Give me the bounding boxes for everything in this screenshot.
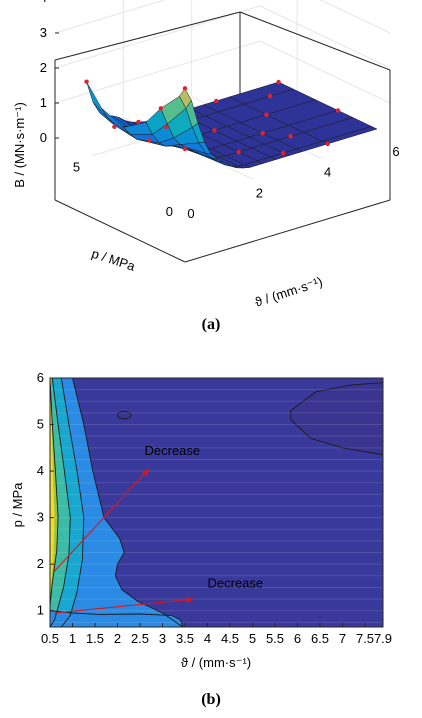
x-tick-label: 5 — [249, 631, 256, 646]
axis-ticks — [49, 377, 384, 627]
grid-line — [54, 40, 261, 104]
x-tick-label: 7.5 — [356, 631, 374, 646]
contour-island — [117, 411, 132, 420]
x-tick-label: 4 — [204, 631, 211, 646]
x-axis-label: ϑ / (mm·s⁻¹) — [253, 274, 324, 310]
x-tick-label: 7 — [339, 631, 346, 646]
z-tick-label: 0 — [40, 130, 47, 145]
axis-ticks — [55, 32, 59, 139]
y-axis-label: p / MPa — [10, 482, 25, 528]
contour-band — [50, 378, 55, 602]
y-axis-label: p / MPa — [90, 246, 138, 274]
y-tick-label: 5 — [73, 160, 80, 175]
grid-line — [319, 0, 391, 34]
y-tick-label: 5 — [37, 417, 44, 432]
data-point — [84, 79, 89, 84]
x-tick-label: 1 — [69, 631, 76, 646]
data-point — [267, 94, 273, 99]
data-point — [260, 130, 265, 136]
x-tick-label: 2 — [256, 185, 263, 200]
x-axis-label: ϑ / (mm·s⁻¹) — [181, 655, 251, 670]
data-point — [136, 119, 141, 125]
x-tick-label: 5.5 — [266, 631, 284, 646]
x-tick-label: 4.5 — [221, 631, 239, 646]
y-tick-label: 6 — [37, 370, 44, 385]
panel-b-label: (b) — [201, 691, 221, 708]
data-point — [325, 141, 330, 147]
y-tick-label: 2 — [37, 556, 44, 571]
panel-a-label: (a) — [202, 316, 221, 333]
x-tick-label: 0 — [187, 206, 194, 221]
plot-box-edges — [54, 11, 391, 263]
plot-frame — [49, 377, 384, 628]
x-tick-label: 3 — [159, 631, 166, 646]
x-tick-label: 7.9 — [374, 631, 392, 646]
contour-band — [50, 378, 183, 627]
data-point — [214, 98, 219, 104]
annotation-arrow — [54, 598, 195, 614]
x-tick-label: 1.5 — [86, 631, 104, 646]
z-tick-label: 2 — [40, 60, 47, 75]
data-point — [236, 149, 241, 155]
contour-line — [50, 378, 71, 627]
surface-mesh — [86, 81, 378, 169]
contour-line — [50, 610, 184, 627]
z-tick-label: 4 — [40, 0, 47, 5]
contour-line — [72, 378, 184, 627]
y-tick-label: 4 — [37, 463, 44, 478]
data-point — [276, 79, 281, 85]
data-point — [182, 86, 188, 91]
y-tick-label: 0 — [166, 204, 173, 219]
x-tick-label: 6.5 — [311, 631, 329, 646]
x-tick-label: 2.5 — [131, 631, 149, 646]
surface-plot: 0 1 2 3 4 0 5 0 2 4 6 B / (MN·s·m⁻¹) p / MPa ϑ / (… — [12, 0, 400, 333]
annotation-label: Decrease — [145, 443, 201, 458]
contour-plot: Decrease Decrease 0.5 1 1.5 2 2.5 3 3.5 4 4.5 5 5.5… — [10, 370, 392, 708]
tick-labels: 0 1 2 3 4 0 5 0 2 4 6 — [40, 0, 400, 221]
z-axis-label: B / (MN·s·m⁻¹) — [12, 102, 27, 188]
grid-line — [54, 5, 261, 69]
data-point — [264, 112, 269, 117]
annotation-arrowhead — [186, 596, 194, 603]
data-point — [112, 124, 117, 130]
contour-island — [290, 382, 383, 456]
annotation-arrow — [54, 468, 150, 572]
tick-labels: 0.5 1 1.5 2 2.5 3 3.5 4 4.5 5 5.5 6 6.5 7 7.5 7.9 1 2 3 4 5 6 — [37, 370, 392, 646]
x-tick-label: 6 — [294, 631, 301, 646]
z-tick-label: 3 — [40, 25, 47, 40]
data-point — [281, 150, 286, 156]
annotation-label: Decrease — [208, 575, 264, 590]
data-point — [158, 106, 164, 111]
data-point — [288, 134, 293, 139]
measured-points — [84, 79, 341, 156]
data-point — [212, 128, 217, 133]
annotation-arrows: Decrease Decrease — [54, 443, 264, 614]
grid-lines — [50, 389, 383, 623]
contour-fills — [50, 378, 383, 627]
data-point — [335, 108, 341, 113]
grid-line — [259, 40, 391, 104]
y-tick-label: 3 — [37, 510, 44, 525]
grid-line — [54, 0, 166, 34]
y-tick-label: 1 — [37, 603, 44, 618]
x-tick-label: 2 — [114, 631, 121, 646]
data-point — [182, 146, 188, 152]
grid-line — [259, 5, 391, 69]
data-point — [164, 124, 169, 130]
surface-patch — [179, 87, 192, 109]
x-tick-label: 3.5 — [176, 631, 194, 646]
x-tick-label: 4 — [324, 165, 331, 180]
annotation-arrowhead — [141, 468, 149, 477]
x-tick-label: 6 — [392, 144, 399, 159]
data-point — [147, 138, 152, 143]
z-tick-label: 1 — [40, 95, 47, 110]
x-tick-label: 0.5 — [41, 631, 59, 646]
